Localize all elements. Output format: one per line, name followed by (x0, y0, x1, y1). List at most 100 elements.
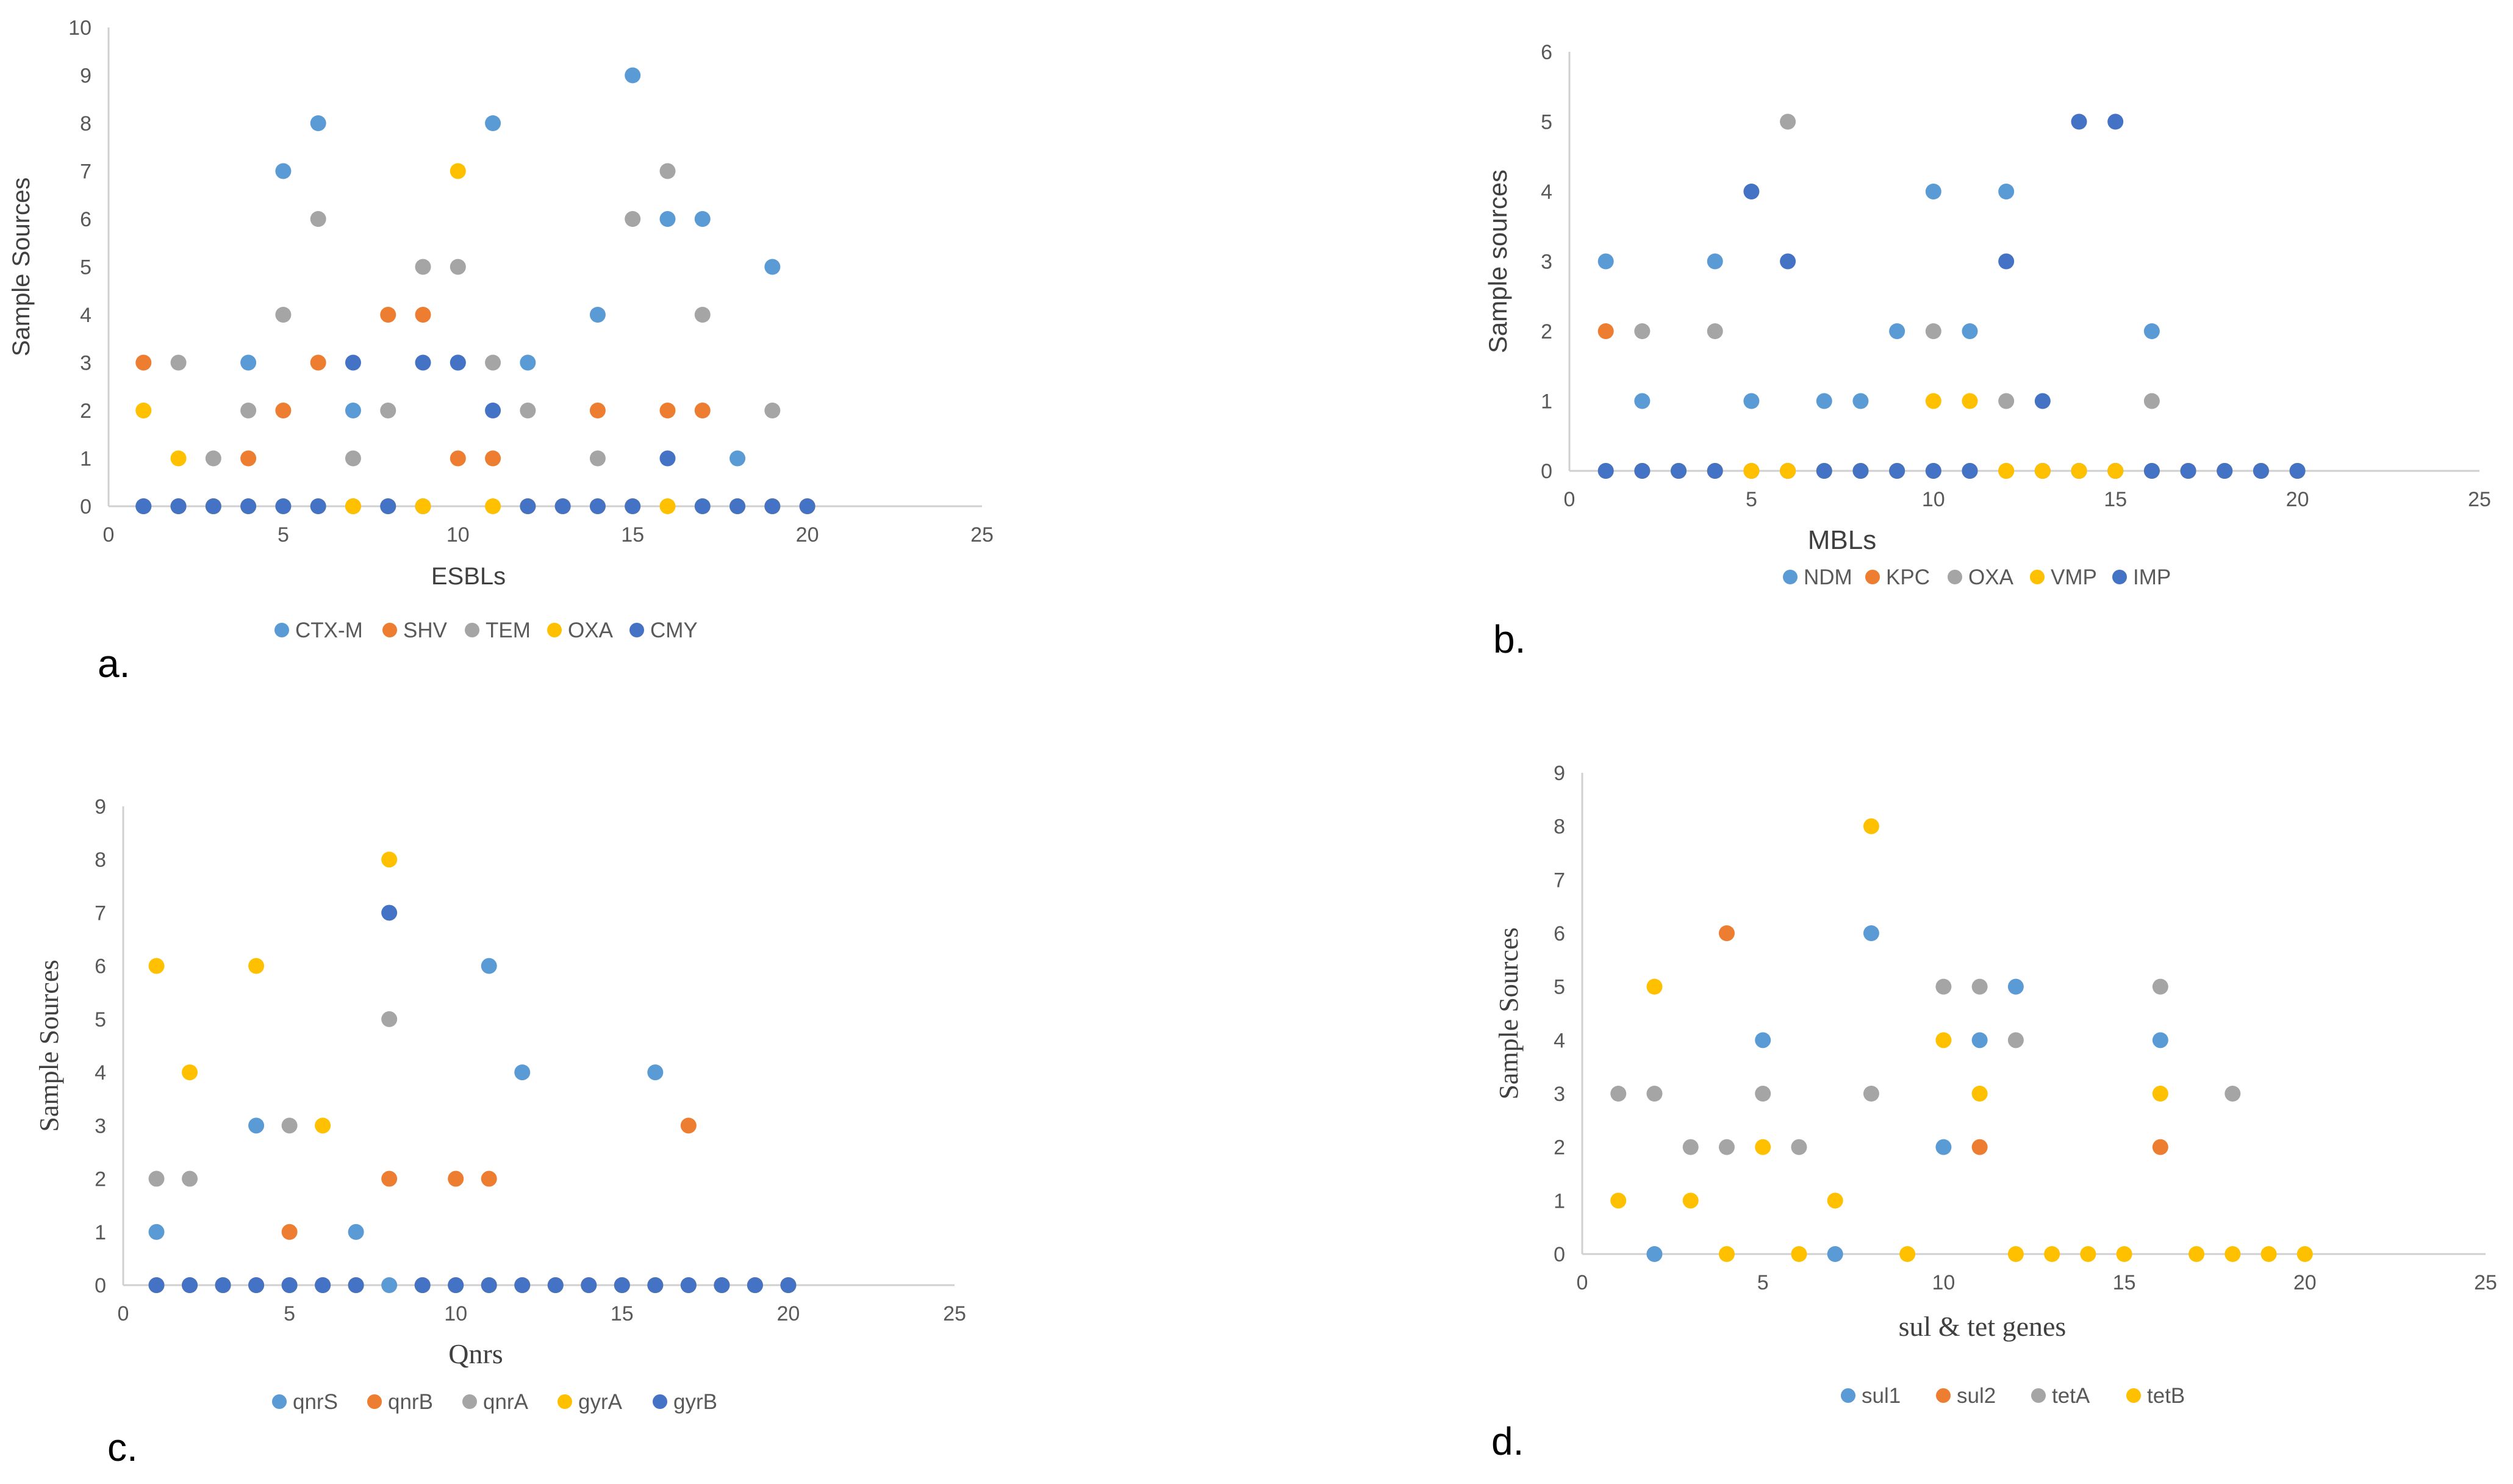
data-point[interactable] (275, 163, 292, 179)
data-point[interactable] (1889, 463, 1905, 479)
data-point[interactable] (275, 307, 292, 323)
data-point[interactable] (581, 1277, 597, 1293)
data-point[interactable] (2224, 1086, 2241, 1102)
data-point[interactable] (1755, 1139, 1771, 1155)
data-point[interactable] (1925, 463, 1941, 479)
data-point[interactable] (2152, 1032, 2168, 1048)
data-point[interactable] (450, 163, 466, 179)
data-point[interactable] (240, 450, 257, 467)
data-point[interactable] (2289, 463, 2306, 479)
data-point[interactable] (281, 1117, 298, 1134)
data-point[interactable] (520, 498, 536, 514)
data-point[interactable] (694, 211, 711, 227)
data-point[interactable] (2034, 463, 2051, 479)
data-point[interactable] (1816, 393, 1832, 409)
data-point[interactable] (730, 498, 746, 514)
data-point[interactable] (135, 403, 152, 418)
data-point[interactable] (625, 498, 641, 514)
data-point[interactable] (135, 498, 152, 514)
data-point[interactable] (345, 403, 361, 418)
data-point[interactable] (345, 354, 361, 371)
data-point[interactable] (2007, 1246, 2024, 1262)
data-point[interactable] (1646, 1246, 1663, 1262)
data-point[interactable] (764, 403, 781, 418)
data-point[interactable] (589, 450, 606, 467)
data-point[interactable] (764, 498, 781, 514)
data-point[interactable] (554, 498, 571, 514)
data-point[interactable] (520, 403, 536, 418)
data-point[interactable] (1634, 323, 1651, 339)
data-point[interactable] (205, 498, 221, 514)
data-point[interactable] (694, 403, 711, 418)
data-point[interactable] (680, 1117, 697, 1134)
data-point[interactable] (1863, 818, 1879, 834)
data-point[interactable] (345, 498, 361, 514)
data-point[interactable] (2143, 323, 2160, 339)
data-point[interactable] (1718, 1246, 1735, 1262)
data-point[interactable] (647, 1064, 664, 1081)
data-point[interactable] (1743, 184, 1760, 199)
data-point[interactable] (1707, 253, 1723, 270)
data-point[interactable] (450, 354, 466, 371)
data-point[interactable] (2143, 463, 2160, 479)
data-point[interactable] (240, 403, 257, 418)
data-point[interactable] (2296, 1246, 2313, 1262)
data-point[interactable] (1827, 1246, 1843, 1262)
data-point[interactable] (694, 307, 711, 323)
data-point[interactable] (2152, 978, 2168, 995)
data-point[interactable] (1718, 1139, 1735, 1155)
data-point[interactable] (2180, 463, 2196, 479)
data-point[interactable] (1816, 463, 1832, 479)
data-point[interactable] (240, 354, 257, 371)
data-point[interactable] (315, 1277, 331, 1293)
data-point[interactable] (780, 1277, 797, 1293)
data-point[interactable] (2071, 463, 2087, 479)
data-point[interactable] (170, 354, 187, 371)
data-point[interactable] (485, 354, 501, 371)
data-point[interactable] (764, 259, 781, 275)
data-point[interactable] (485, 115, 501, 131)
data-point[interactable] (2107, 113, 2124, 130)
data-point[interactable] (2107, 463, 2124, 479)
data-point[interactable] (135, 354, 152, 371)
data-point[interactable] (799, 498, 816, 514)
data-point[interactable] (381, 1170, 398, 1187)
data-point[interactable] (694, 498, 711, 514)
data-point[interactable] (2116, 1246, 2132, 1262)
data-point[interactable] (1780, 463, 1796, 479)
data-point[interactable] (589, 403, 606, 418)
data-point[interactable] (448, 1170, 464, 1187)
data-point[interactable] (182, 1277, 198, 1293)
data-point[interactable] (1925, 323, 1941, 339)
data-point[interactable] (315, 1117, 331, 1134)
data-point[interactable] (589, 307, 606, 323)
data-point[interactable] (1597, 323, 1614, 339)
data-point[interactable] (1925, 184, 1941, 199)
data-point[interactable] (205, 450, 221, 467)
data-point[interactable] (182, 1170, 198, 1187)
data-point[interactable] (1971, 1032, 1988, 1048)
data-point[interactable] (381, 905, 398, 921)
data-point[interactable] (215, 1277, 231, 1293)
data-point[interactable] (182, 1064, 198, 1081)
data-point[interactable] (248, 958, 265, 974)
data-point[interactable] (1682, 1192, 1699, 1209)
data-point[interactable] (659, 211, 676, 227)
data-point[interactable] (2189, 1246, 2205, 1262)
data-point[interactable] (348, 1277, 364, 1293)
data-point[interactable] (415, 498, 431, 514)
data-point[interactable] (485, 498, 501, 514)
data-point[interactable] (520, 354, 536, 371)
data-point[interactable] (381, 851, 398, 868)
data-point[interactable] (1827, 1192, 1843, 1209)
data-point[interactable] (148, 1224, 165, 1240)
data-point[interactable] (415, 307, 431, 323)
data-point[interactable] (614, 1277, 630, 1293)
data-point[interactable] (448, 1277, 464, 1293)
data-point[interactable] (1852, 393, 1869, 409)
data-point[interactable] (485, 403, 501, 418)
data-point[interactable] (170, 450, 187, 467)
data-point[interactable] (1755, 1032, 1771, 1048)
data-point[interactable] (1610, 1086, 1627, 1102)
data-point[interactable] (148, 958, 165, 974)
